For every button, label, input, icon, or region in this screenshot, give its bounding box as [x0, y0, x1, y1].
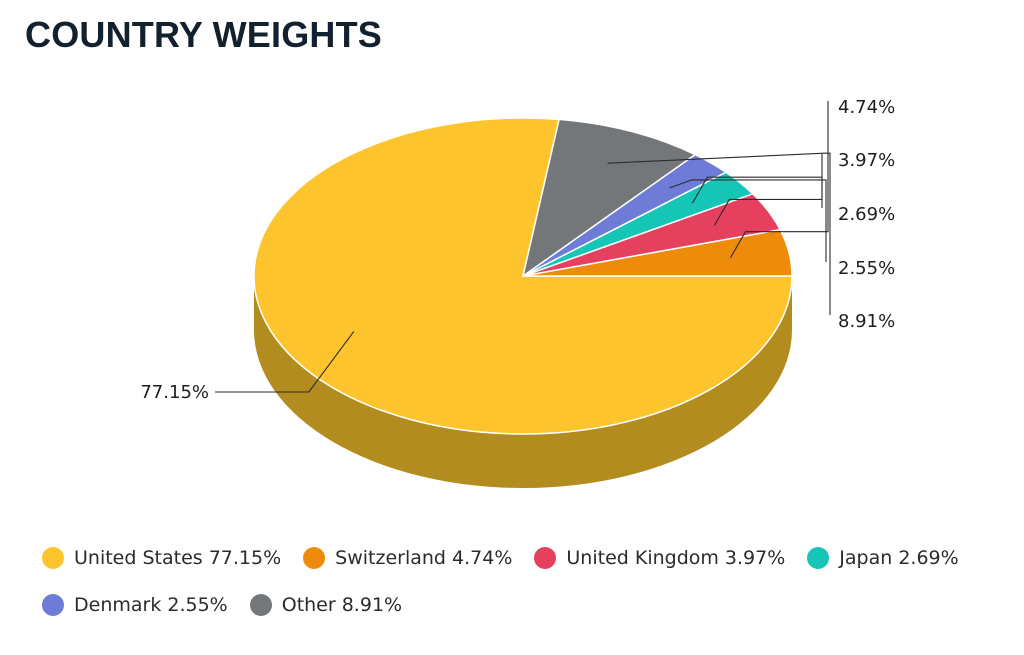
- legend-swatch: [249, 594, 272, 616]
- leader-line-switzerland: [730, 101, 829, 258]
- pie-leader-lines: [215, 101, 831, 393]
- data-label-other: 8.91%: [838, 311, 895, 332]
- legend-swatch: [303, 547, 326, 569]
- chart-title: COUNTRY WEIGHTS: [25, 14, 383, 55]
- legend-item-united-kingdom[interactable]: United Kingdom 3.97%: [534, 547, 785, 569]
- pie-data-labels: 4.74% 3.97% 2.69% 2.55% 8.91% 77.15%: [140, 97, 895, 403]
- legend-swatch: [807, 547, 830, 569]
- legend-item-united-states[interactable]: United States 77.15%: [42, 547, 281, 569]
- legend-label: Japan 2.69%: [839, 547, 959, 569]
- legend-label: United Kingdom 3.97%: [566, 547, 786, 569]
- leader-line-japan: [691, 176, 823, 208]
- legend-item-denmark[interactable]: Denmark 2.55%: [42, 594, 228, 616]
- legend-item-switzerland[interactable]: Switzerland 4.74%: [303, 547, 512, 569]
- leader-line-denmark: [669, 179, 827, 262]
- legend-label: Other 8.91%: [281, 594, 403, 616]
- legend-label: United States 77.15%: [74, 547, 282, 569]
- legend-swatch: [534, 547, 557, 569]
- legend-swatch: [42, 594, 64, 616]
- legend-item-other[interactable]: Other 8.91%: [249, 594, 403, 616]
- data-label-united-kingdom: 3.97%: [838, 150, 895, 171]
- pie-chart: 4.74% 3.97% 2.69% 2.55% 8.91% 77.15%: [140, 97, 895, 488]
- pie-slices: [253, 117, 793, 435]
- legend: United States 77.15% Switzerland 4.74% U…: [42, 543, 1012, 637]
- data-label-denmark: 2.55%: [838, 258, 895, 279]
- data-label-united-states: 77.15%: [140, 382, 209, 403]
- data-label-switzerland: 4.74%: [838, 97, 895, 118]
- pie-side-wall: [254, 276, 792, 488]
- legend-row: United States 77.15% Switzerland 4.74% U…: [42, 543, 1012, 573]
- leader-line-united-states: [215, 331, 355, 393]
- leader-line-other: [607, 152, 831, 315]
- legend-item-japan[interactable]: Japan 2.69%: [807, 547, 959, 569]
- legend-swatch: [42, 547, 64, 569]
- legend-label: Denmark 2.55%: [74, 594, 228, 616]
- legend-row: Denmark 2.55% Other 8.91%: [42, 590, 1012, 620]
- pie-slice-other[interactable]: [522, 118, 696, 277]
- data-label-japan: 2.69%: [838, 204, 895, 225]
- legend-label: Switzerland 4.74%: [335, 547, 513, 569]
- pie-3d-side: [254, 276, 792, 488]
